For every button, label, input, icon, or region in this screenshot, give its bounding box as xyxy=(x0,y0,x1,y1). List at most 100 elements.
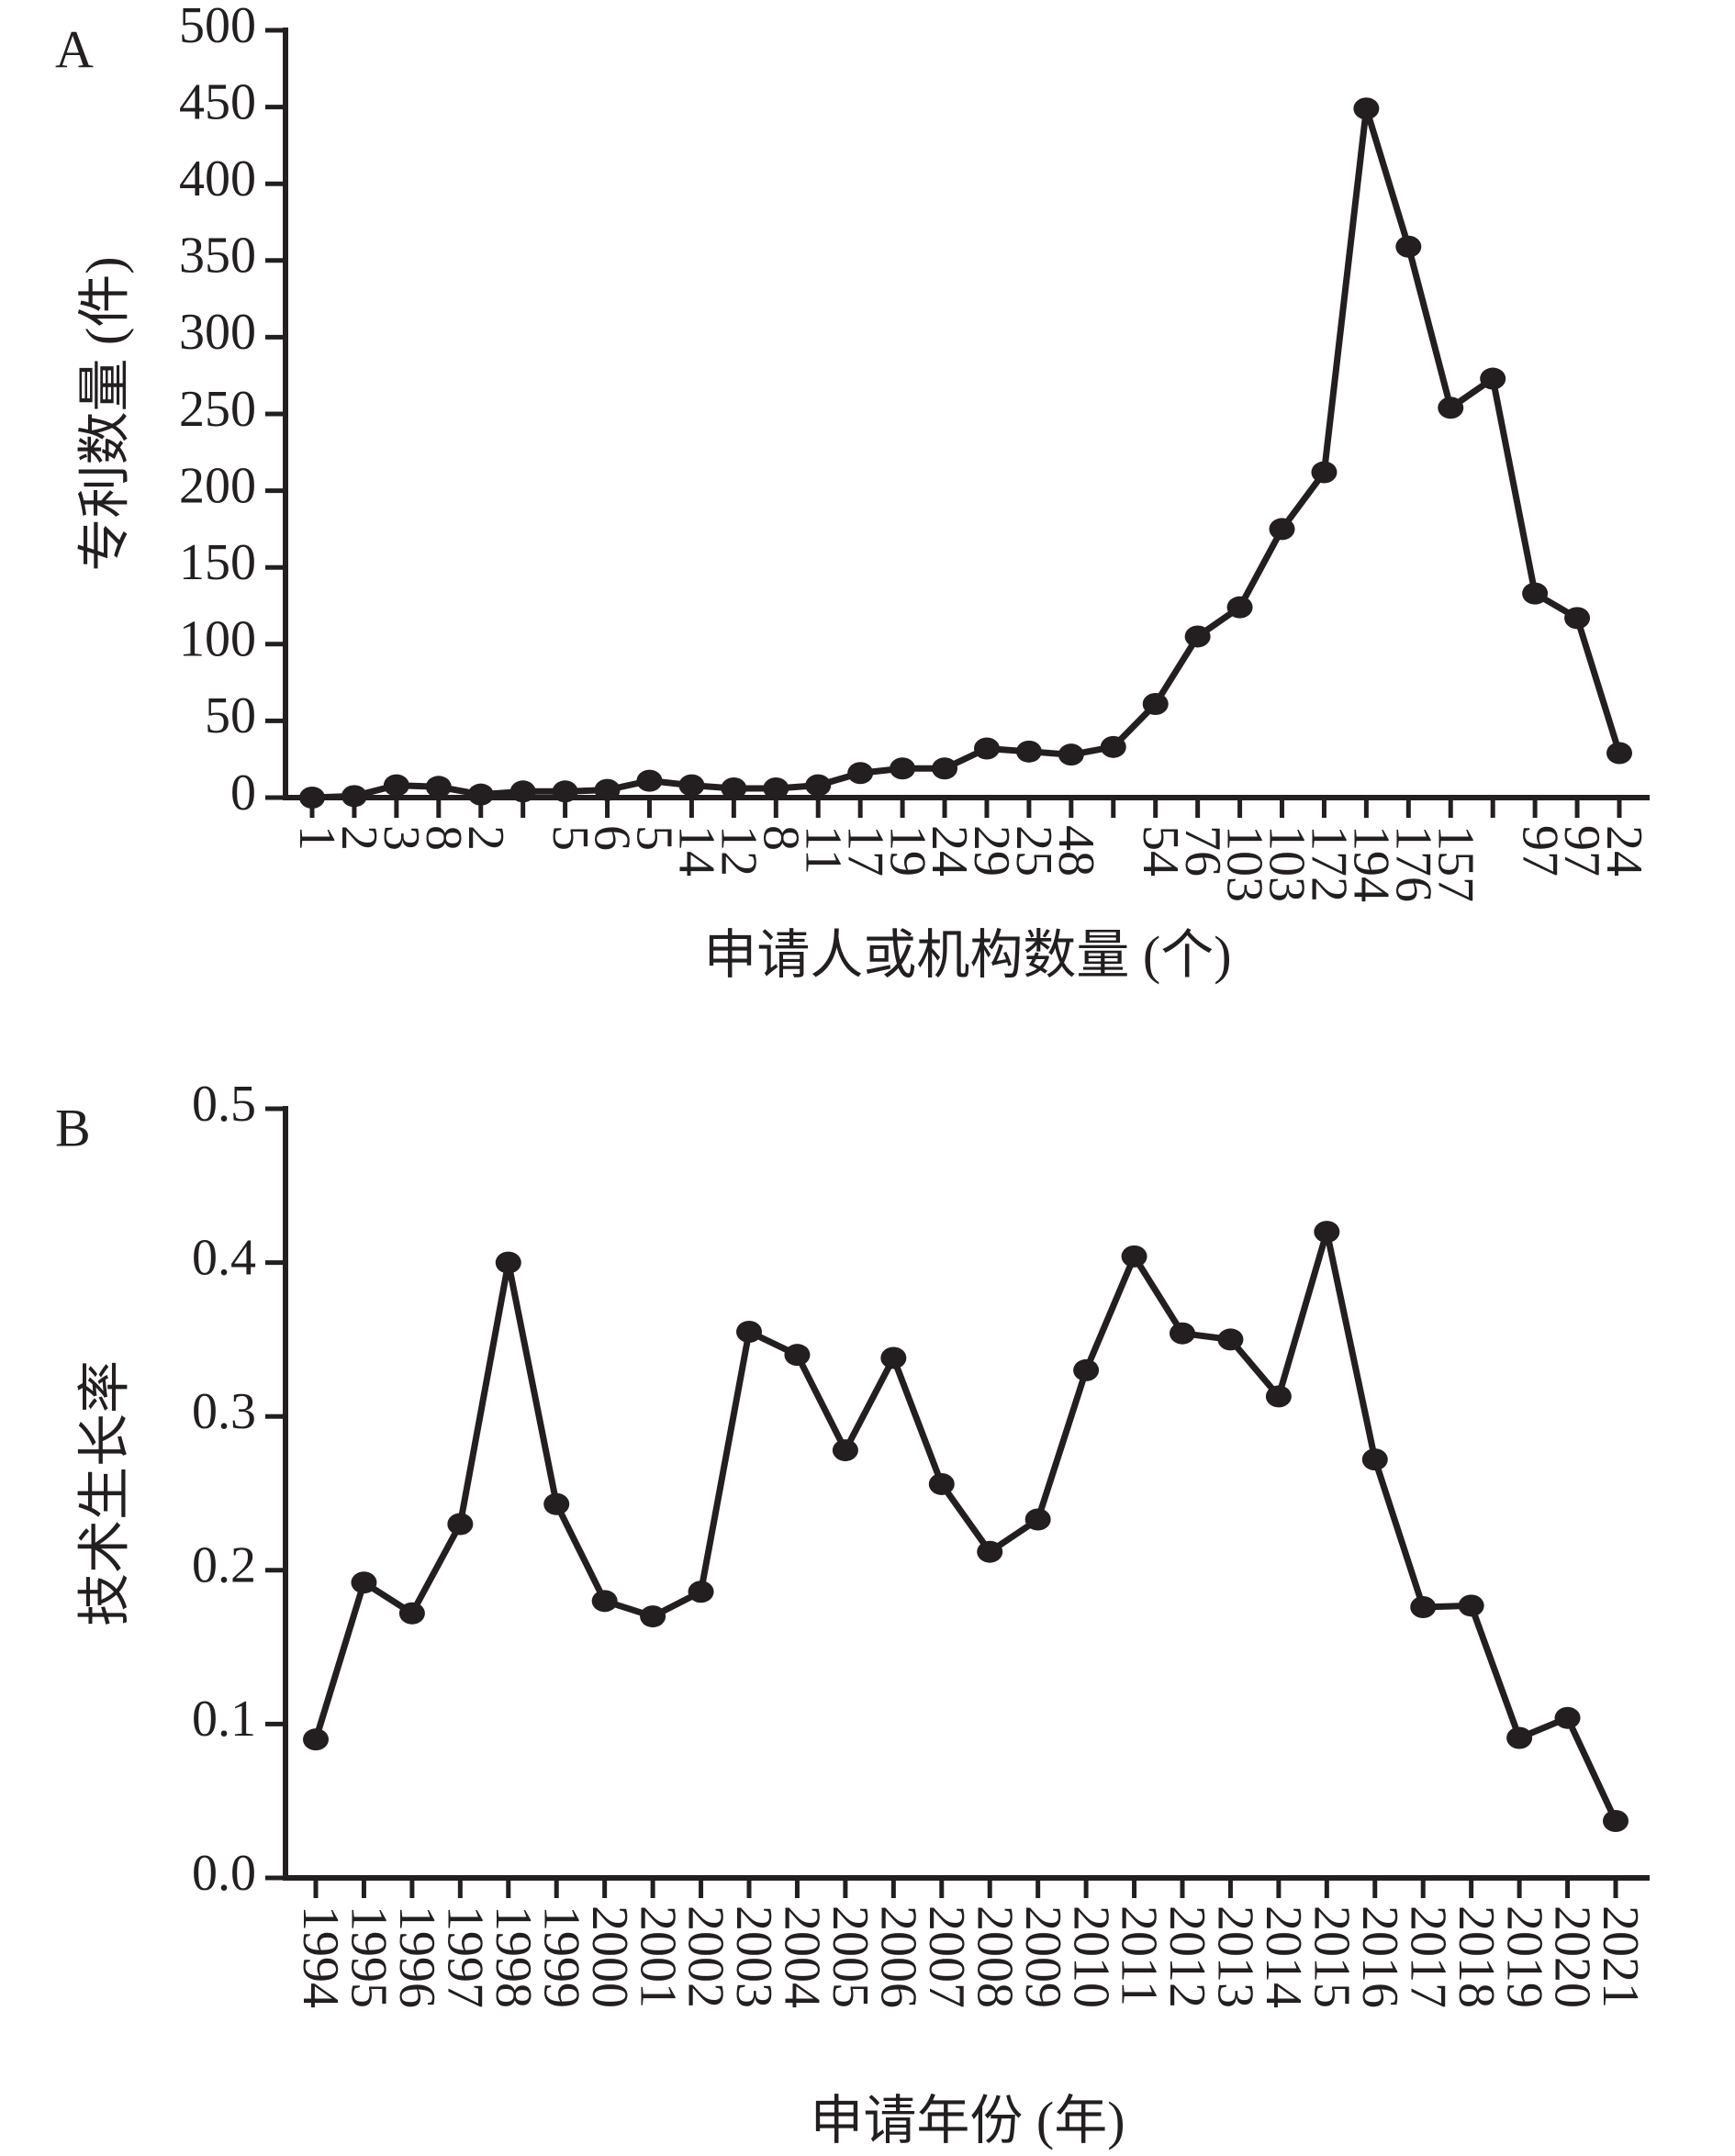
x-axis-title: 申请年份 (年) xyxy=(810,2091,1125,2150)
data-point xyxy=(351,1571,377,1594)
data-point xyxy=(1024,1508,1051,1531)
data-point xyxy=(1311,461,1338,484)
x-tick-label: 2009 xyxy=(1014,1905,1071,2008)
data-point xyxy=(1314,1221,1340,1244)
x-tick-label: 97 xyxy=(1511,825,1568,877)
x-tick-label: 8 xyxy=(415,825,472,851)
x-tick-label: 1997 xyxy=(436,1905,493,2008)
x-tick-label: 2005 xyxy=(822,1905,879,2008)
data-point xyxy=(383,774,409,797)
y-tick-label: 0.5 xyxy=(192,1076,256,1133)
x-tick-label: 17 xyxy=(836,825,893,877)
x-tick-label: 11 xyxy=(794,825,851,875)
x-tick-label: 1998 xyxy=(485,1905,542,2008)
y-tick-label: 250 xyxy=(179,381,256,438)
x-tick-label: 2017 xyxy=(1399,1905,1456,2008)
data-point xyxy=(1184,625,1211,648)
data-point xyxy=(299,787,325,809)
data-point xyxy=(977,1540,1003,1563)
data-point xyxy=(973,737,1000,760)
x-tick-label: 2010 xyxy=(1062,1905,1119,2008)
data-point xyxy=(1438,397,1464,419)
x-tick-label: 1996 xyxy=(388,1905,445,2008)
x-tick-label: 2021 xyxy=(1592,1905,1649,2008)
y-tick-label: 0.3 xyxy=(192,1383,256,1440)
y-tick-label: 350 xyxy=(179,228,256,285)
x-tick-label: 1 xyxy=(288,825,345,851)
data-point xyxy=(341,785,367,808)
y-tick-label: 0.0 xyxy=(192,1845,256,1902)
data-point xyxy=(303,1728,329,1751)
x-tick-label: 12 xyxy=(710,825,767,877)
data-point xyxy=(594,778,621,801)
data-point xyxy=(847,762,874,785)
data-point xyxy=(805,774,832,797)
data-point xyxy=(1554,1706,1581,1729)
data-point xyxy=(398,1602,425,1625)
x-tick-label: 2006 xyxy=(869,1905,926,2008)
y-tick-label: 0.2 xyxy=(192,1537,256,1594)
panel-label: B xyxy=(55,1098,91,1157)
data-point xyxy=(763,776,789,799)
x-tick-label: 172 xyxy=(1301,825,1358,902)
y-tick-label: 50 xyxy=(205,687,256,744)
x-tick-label: 194 xyxy=(1343,825,1400,902)
data-point xyxy=(1361,1448,1388,1471)
x-tick-label: 2007 xyxy=(918,1905,975,2008)
x-tick-label: 2 xyxy=(330,825,387,851)
y-tick-label: 0.1 xyxy=(192,1691,256,1748)
x-tick-label: 176 xyxy=(1384,825,1441,902)
y-tick-label: 300 xyxy=(179,304,256,361)
data-point xyxy=(552,780,578,803)
data-point xyxy=(509,780,536,803)
data-point xyxy=(890,757,916,780)
data-point xyxy=(1058,743,1084,766)
data-point xyxy=(678,774,705,797)
x-tick-label: 2003 xyxy=(725,1905,782,2008)
x-tick-label: 76 xyxy=(1174,825,1231,877)
y-tick-label: 400 xyxy=(179,151,256,207)
data-point xyxy=(1269,518,1295,541)
panel-label: A xyxy=(55,19,94,79)
y-tick-label: 150 xyxy=(179,534,256,591)
x-tick-label: 2016 xyxy=(1351,1905,1408,2008)
y-tick-label: 500 xyxy=(179,0,256,54)
data-point xyxy=(1100,735,1126,758)
x-tick-label: 2013 xyxy=(1207,1905,1264,2008)
data-point xyxy=(1265,1385,1292,1408)
data-line xyxy=(311,105,1623,801)
data-point xyxy=(1142,693,1169,716)
data-point xyxy=(495,1251,521,1274)
x-tick-label: 2002 xyxy=(677,1905,734,2008)
x-tick-label: 2012 xyxy=(1159,1905,1215,2008)
data-point xyxy=(1506,1726,1533,1749)
x-tick-label: 3 xyxy=(373,825,430,851)
x-tick-label: 2001 xyxy=(629,1905,686,2008)
data-point xyxy=(1353,97,1380,120)
data-point xyxy=(1522,582,1549,605)
data-point xyxy=(880,1346,907,1369)
y-tick-label: 100 xyxy=(179,611,256,668)
x-tick-label: 97 xyxy=(1553,825,1610,877)
data-point xyxy=(688,1581,714,1603)
data-point xyxy=(1458,1594,1484,1617)
x-tick-label: 2004 xyxy=(774,1905,831,2008)
data-point xyxy=(1217,1328,1244,1351)
x-tick-label: 2020 xyxy=(1544,1905,1601,2008)
x-tick-label: 2019 xyxy=(1495,1905,1552,2008)
data-point xyxy=(1410,1596,1437,1619)
x-tick-label: 24 xyxy=(1595,825,1652,877)
data-point xyxy=(832,1439,858,1462)
data-point xyxy=(1073,1358,1100,1381)
x-tick-label: 8 xyxy=(752,825,809,851)
data-point xyxy=(1015,740,1042,763)
x-tick-label: 2 xyxy=(457,825,514,851)
y-axis-title: 专利数量 (件) xyxy=(74,256,134,571)
x-tick-label: 48 xyxy=(1047,825,1104,877)
data-point xyxy=(447,1513,474,1536)
x-tick-label: 5 xyxy=(626,825,683,851)
data-point xyxy=(1480,367,1506,390)
x-tick-label: 6 xyxy=(584,825,641,851)
x-tick-label: 29 xyxy=(963,825,1020,877)
